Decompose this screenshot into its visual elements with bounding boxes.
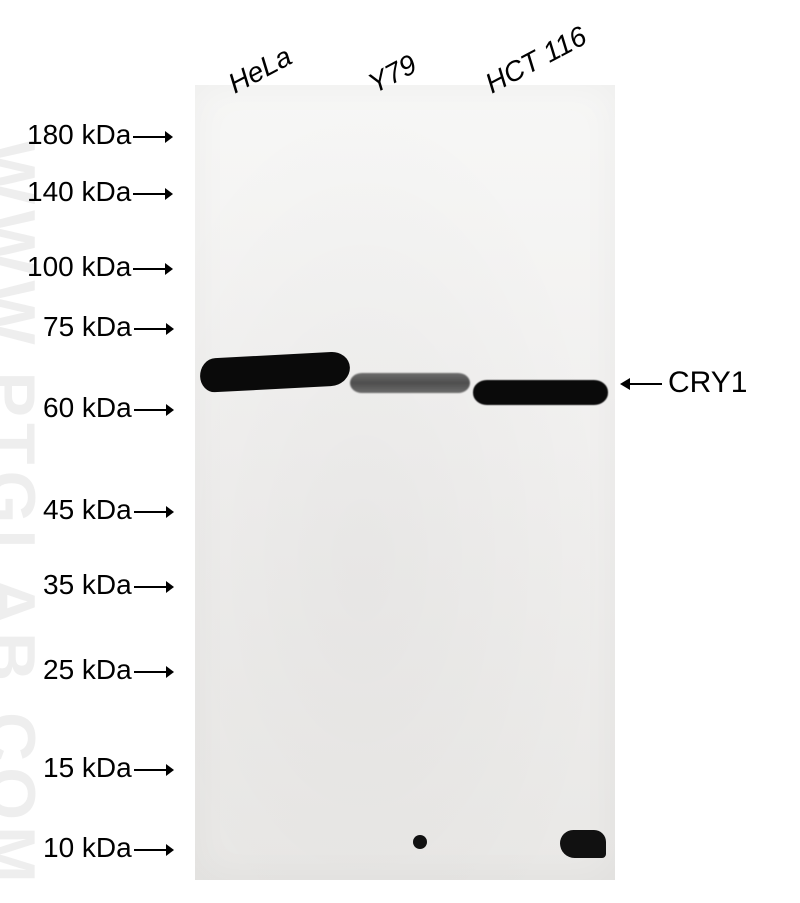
arrow-right-icon — [131, 260, 173, 278]
mw-marker-2: 100 kDa — [27, 251, 173, 283]
mw-marker-text-9: 10 kDa — [43, 832, 132, 863]
arrow-right-icon — [132, 663, 174, 681]
arrow-right-icon — [131, 185, 173, 203]
mw-marker-text-7: 25 kDa — [43, 654, 132, 685]
arrow-right-icon — [132, 578, 174, 596]
arrow-left-icon — [620, 374, 662, 394]
arrow-right-icon — [132, 761, 174, 779]
mw-marker-9: 10 kDa — [43, 832, 174, 864]
arrow-right-icon — [131, 128, 173, 146]
mw-marker-text-5: 45 kDa — [43, 494, 132, 525]
target-band-label: CRY1 — [620, 366, 747, 400]
mw-marker-text-1: 140 kDa — [27, 176, 131, 207]
band-hct116 — [473, 380, 608, 405]
mw-marker-text-2: 100 kDa — [27, 251, 131, 282]
arrow-right-icon — [132, 841, 174, 859]
mw-marker-text-6: 35 kDa — [43, 569, 132, 600]
arrow-right-icon — [132, 320, 174, 338]
mw-marker-6: 35 kDa — [43, 569, 174, 601]
mw-marker-8: 15 kDa — [43, 752, 174, 784]
target-band-text: CRY1 — [668, 366, 747, 399]
arrow-right-icon — [132, 401, 174, 419]
mw-marker-text-0: 180 kDa — [27, 119, 131, 150]
blot-artifact-spot-2 — [560, 830, 606, 858]
mw-marker-4: 60 kDa — [43, 392, 174, 424]
arrow-right-icon — [132, 503, 174, 521]
mw-marker-text-3: 75 kDa — [43, 311, 132, 342]
mw-marker-text-4: 60 kDa — [43, 392, 132, 423]
blot-figure-container: WWW.PTGLAB.COM HeLa Y79 HCT 116 180 kDa … — [0, 0, 800, 903]
mw-marker-1: 140 kDa — [27, 176, 173, 208]
mw-marker-3: 75 kDa — [43, 311, 174, 343]
mw-marker-text-8: 15 kDa — [43, 752, 132, 783]
mw-marker-7: 25 kDa — [43, 654, 174, 686]
band-y79 — [350, 373, 470, 393]
blot-artifact-spot-1 — [413, 835, 427, 849]
mw-marker-5: 45 kDa — [43, 494, 174, 526]
blot-membrane-area — [195, 85, 615, 880]
mw-marker-0: 180 kDa — [27, 119, 173, 151]
